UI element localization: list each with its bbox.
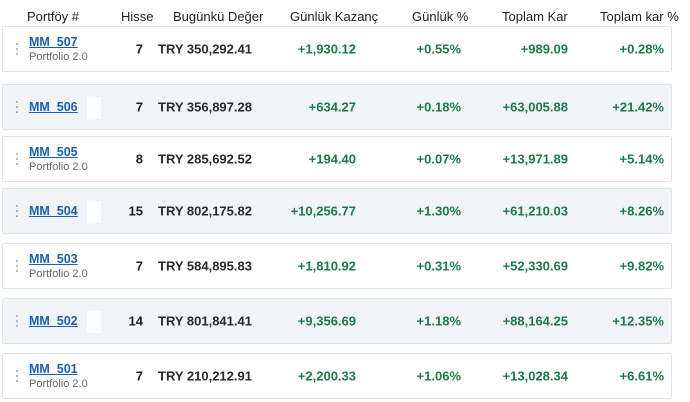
daily-gain: +634.27 <box>308 99 356 115</box>
drag-handle-icon[interactable] <box>16 315 20 327</box>
shares-count: 7 <box>135 258 143 274</box>
daily-gain: +1,810.92 <box>297 258 356 274</box>
daily-gain: +10,256.77 <box>290 203 356 219</box>
current-value: TRY 801,841.41 <box>158 313 252 329</box>
table-row[interactable]: MM_505 Portfolio 2.0 8 TRY 285,692.52 +194.4… <box>2 136 672 182</box>
drag-handle-icon[interactable] <box>16 101 20 113</box>
name-redaction <box>87 141 101 159</box>
daily-gain: +194.40 <box>308 151 356 167</box>
column-header-current-value[interactable]: Bugünkü Değer <box>173 9 264 24</box>
table-row[interactable]: MM_501 Portfolio 2.0 7 TRY 210,212.91 +2,200… <box>2 353 672 399</box>
daily-percent: +1.06% <box>416 368 461 384</box>
total-gain: +88,164.25 <box>502 313 568 329</box>
current-value: TRY 350,292.41 <box>158 41 252 57</box>
name-redaction <box>87 97 101 119</box>
column-header-daily-gain[interactable]: Günlük Kazanç <box>290 9 379 24</box>
table-row[interactable]: MM_503 Portfolio 2.0 7 TRY 584,895.83 +1,810… <box>2 243 672 289</box>
portfolio-type: Portfolio 2.0 <box>29 378 88 390</box>
daily-percent: +0.31% <box>416 258 461 274</box>
current-value: TRY 210,212.91 <box>158 368 252 384</box>
daily-percent: +0.07% <box>416 151 461 167</box>
shares-count: 7 <box>135 41 143 57</box>
portfolio-name-link[interactable]: MM_502 <box>29 314 78 328</box>
shares-count: 8 <box>135 151 143 167</box>
portfolio-name-link[interactable]: MM_504 <box>29 204 78 218</box>
daily-percent: +0.55% <box>416 41 461 57</box>
table-row[interactable]: MM_507 Portfolio 2.0 7 TRY 350,292.41 +1,930… <box>2 26 672 72</box>
total-percent: +6.61% <box>619 368 664 384</box>
table-row[interactable]: MM_506 7 TRY 356,897.28 +634.27 +0.18% +63,00… <box>2 84 672 130</box>
daily-gain: +9,356.69 <box>297 313 356 329</box>
shares-count: 7 <box>135 99 143 115</box>
drag-handle-icon[interactable] <box>16 153 20 165</box>
portfolio-type: Portfolio 2.0 <box>29 268 88 280</box>
total-gain: +61,210.03 <box>502 203 568 219</box>
portfolio-name-link[interactable]: MM_503 <box>29 252 78 266</box>
name-redaction <box>87 311 101 333</box>
current-value: TRY 584,895.83 <box>158 258 252 274</box>
column-header-total-percent[interactable]: Toplam kar % <box>600 9 679 24</box>
column-header-daily-percent[interactable]: Günlük % <box>412 9 469 24</box>
name-redaction <box>87 358 101 376</box>
column-header-portfolio[interactable]: Portföy # <box>27 9 80 24</box>
name-redaction <box>87 201 101 223</box>
total-gain: +63,005.88 <box>502 99 568 115</box>
name-redaction <box>87 248 101 266</box>
current-value: TRY 802,175.82 <box>158 203 252 219</box>
total-percent: +9.82% <box>619 258 664 274</box>
portfolio-name-link[interactable]: MM_505 <box>29 145 78 159</box>
portfolio-name-link[interactable]: MM_507 <box>29 35 78 49</box>
portfolio-name-link[interactable]: MM_501 <box>29 362 78 376</box>
drag-handle-icon[interactable] <box>16 205 20 217</box>
shares-count: 14 <box>128 313 143 329</box>
daily-gain: +1,930.12 <box>297 41 356 57</box>
total-percent: +21.42% <box>612 99 664 115</box>
daily-percent: +0.18% <box>416 99 461 115</box>
total-percent: +8.26% <box>619 203 664 219</box>
portfolio-type: Portfolio 2.0 <box>29 51 88 63</box>
column-header-total-gain[interactable]: Toplam Kar <box>502 9 568 24</box>
total-gain: +989.09 <box>520 41 568 57</box>
current-value: TRY 285,692.52 <box>158 151 252 167</box>
daily-percent: +1.18% <box>416 313 461 329</box>
name-redaction <box>87 31 101 49</box>
drag-handle-icon[interactable] <box>16 260 20 272</box>
drag-handle-icon[interactable] <box>16 370 20 382</box>
table-header: Portföy # Hisse Bugünkü Değer Günlük Kaz… <box>0 0 690 30</box>
total-percent: +0.28% <box>619 41 664 57</box>
portfolio-type: Portfolio 2.0 <box>29 161 88 173</box>
daily-percent: +1.30% <box>416 203 461 219</box>
total-gain: +13,971.89 <box>502 151 568 167</box>
table-row[interactable]: MM_502 14 TRY 801,841.41 +9,356.69 +1.18% +88… <box>2 298 672 344</box>
shares-count: 7 <box>135 368 143 384</box>
daily-gain: +2,200.33 <box>297 368 356 384</box>
total-percent: +12.35% <box>612 313 664 329</box>
drag-handle-icon[interactable] <box>16 43 20 55</box>
table-row[interactable]: MM_504 15 TRY 802,175.82 +10,256.77 +1.30% +6… <box>2 188 672 234</box>
total-percent: +5.14% <box>619 151 664 167</box>
portfolio-name-link[interactable]: MM_506 <box>29 100 78 114</box>
total-gain: +52,330.69 <box>502 258 568 274</box>
total-gain: +13,028.34 <box>502 368 568 384</box>
shares-count: 15 <box>128 203 143 219</box>
column-header-shares[interactable]: Hisse <box>121 9 154 24</box>
current-value: TRY 356,897.28 <box>158 99 252 115</box>
